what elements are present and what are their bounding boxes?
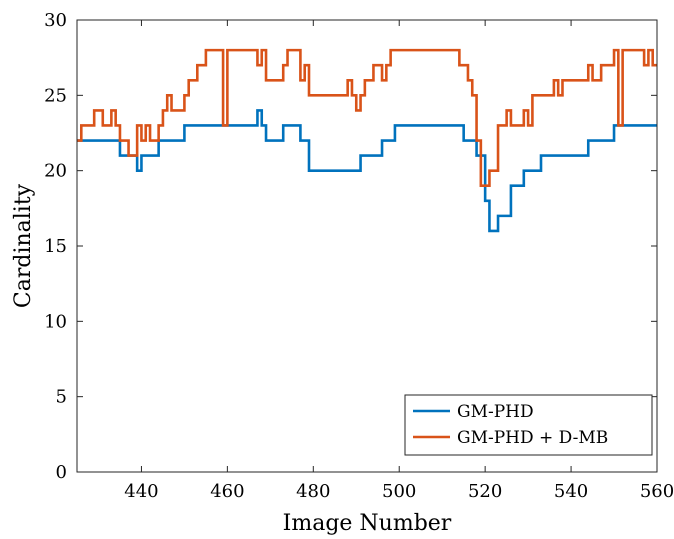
y-tick-label: 25 <box>44 85 67 106</box>
legend-label-0: GM-PHD <box>457 402 534 422</box>
x-tick-label: 540 <box>554 481 588 502</box>
series-line-1 <box>77 48 657 188</box>
x-tick-label: 560 <box>640 481 674 502</box>
legend-box <box>404 394 653 456</box>
y-tick-label: 5 <box>56 387 67 408</box>
y-tick-label: 15 <box>44 236 67 257</box>
y-tick-label: 10 <box>44 311 67 332</box>
ticks-layer: 440 460 480 500 520 540 560 0 5 10 15 20 25 30 <box>44 10 674 502</box>
legend-label-1: GM-PHD + D-MB <box>457 428 608 448</box>
x-axis-label: Image Number <box>283 511 452 535</box>
y-tick-label: 20 <box>44 161 67 182</box>
y-tick-label: 0 <box>56 462 67 483</box>
x-tick-label: 480 <box>296 481 330 502</box>
x-tick-label: 460 <box>210 481 244 502</box>
y-axis-label: Cardinality <box>11 183 36 308</box>
x-tick-label: 500 <box>382 481 416 502</box>
x-tick-label: 440 <box>124 481 158 502</box>
y-tick-label: 30 <box>44 10 67 31</box>
series-line-0 <box>77 109 657 233</box>
legend: GM-PHD GM-PHD + D-MB <box>404 394 653 456</box>
x-tick-label: 520 <box>468 481 502 502</box>
series-layer <box>77 48 657 233</box>
